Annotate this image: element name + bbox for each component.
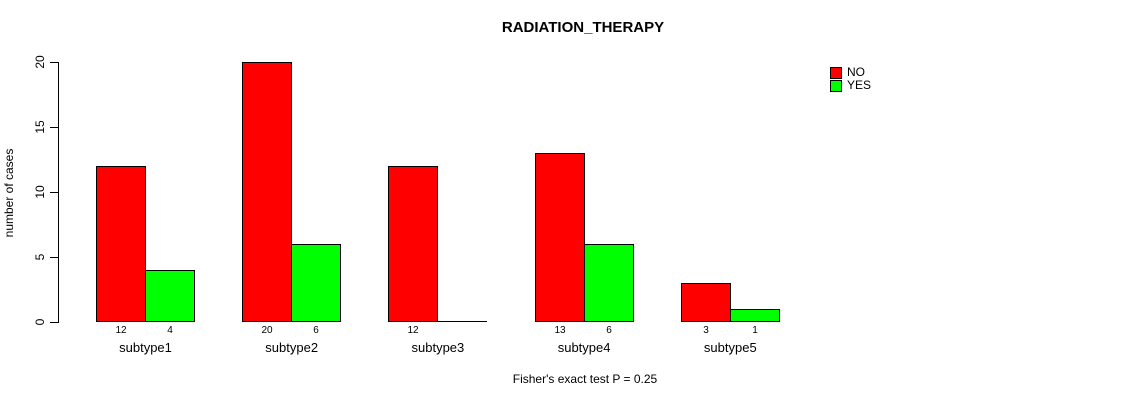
category-label-subtype4: subtype4 (557, 340, 611, 355)
bar-yes-subtype4 (584, 244, 634, 322)
bar-no-subtype5 (681, 283, 731, 322)
y-tick-label: 10 (33, 185, 47, 199)
bar-value-label-yes-subtype4: 6 (606, 325, 612, 336)
bar-value-label-no-subtype4: 13 (554, 325, 566, 336)
category-label-subtype1: subtype1 (119, 340, 172, 355)
legend-swatch-yes (830, 79, 842, 92)
y-axis-label: number of cases (2, 148, 16, 238)
bar-yes-subtype5 (730, 309, 780, 322)
legend-swatch-no (830, 66, 842, 79)
y-tick-mark (50, 322, 58, 323)
legend-label-no: NO (847, 65, 865, 79)
bar-value-label-no-subtype5: 3 (703, 325, 709, 336)
y-tick-label: 20 (33, 55, 47, 69)
legend-item-no: NO (830, 66, 871, 79)
y-axis-line (58, 62, 59, 323)
y-tick-label: 0 (33, 318, 47, 326)
legend: NO YES (830, 66, 871, 92)
bar-value-label-no-subtype1: 12 (115, 325, 127, 336)
zero-bar-yes-subtype3 (437, 321, 487, 322)
y-tick-mark (50, 257, 58, 258)
bar-value-label-yes-subtype1: 4 (167, 325, 173, 336)
y-tick-mark (50, 192, 58, 193)
y-tick-mark (50, 127, 58, 128)
bar-value-label-yes-subtype2: 6 (313, 325, 319, 336)
chart-title: RADIATION_THERAPY (501, 19, 665, 36)
category-label-subtype2: subtype2 (265, 340, 319, 355)
bar-no-subtype3 (388, 166, 438, 322)
bar-no-subtype2 (242, 62, 292, 322)
legend-label-yes: YES (847, 78, 872, 92)
bar-no-subtype1 (96, 166, 146, 322)
category-label-subtype5: subtype5 (703, 340, 757, 355)
bar-yes-subtype2 (291, 244, 341, 322)
category-label-subtype3: subtype3 (411, 340, 465, 355)
bar-value-label-yes-subtype5: 1 (752, 325, 758, 336)
y-tick-label: 15 (33, 120, 47, 134)
bar-value-label-no-subtype3: 12 (407, 325, 419, 336)
bar-yes-subtype1 (145, 270, 195, 322)
y-tick-label: 5 (33, 253, 47, 261)
y-tick-mark (50, 62, 58, 63)
legend-item-yes: YES (830, 79, 871, 92)
footnote-annotation: Fisher's exact test P = 0.25 (512, 372, 658, 386)
bar-value-label-no-subtype2: 20 (261, 325, 273, 336)
bar-no-subtype4 (535, 153, 585, 322)
